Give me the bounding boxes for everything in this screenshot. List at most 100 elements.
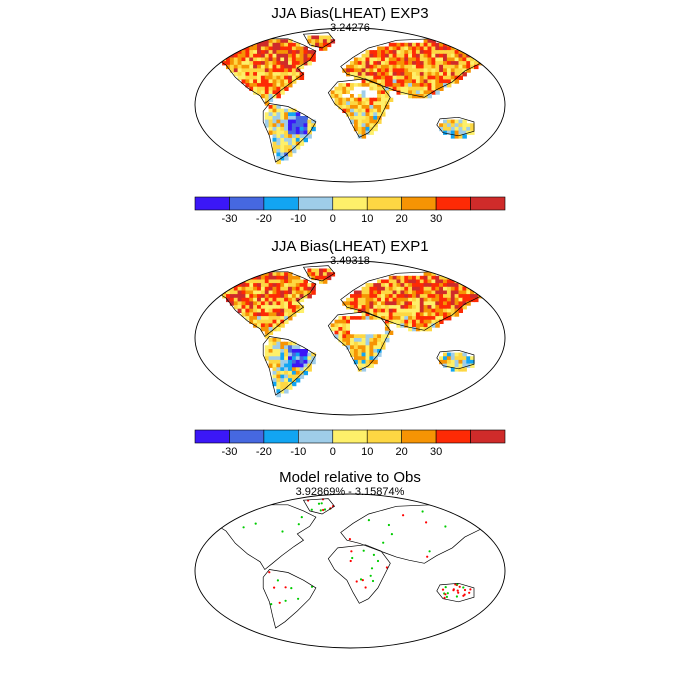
sig-point (455, 595, 458, 598)
colorbar-tick-label: 0 (330, 213, 336, 225)
sig-point (462, 594, 465, 597)
sig-point (268, 571, 271, 574)
sig-point (281, 530, 284, 533)
sig-point (284, 586, 287, 589)
sig-point (270, 603, 273, 606)
sig-point (350, 550, 353, 553)
panel-title: Model relative to Obs (279, 469, 421, 486)
sig-point (371, 579, 375, 583)
sig-point (290, 587, 293, 590)
colorbar-swatch (332, 196, 368, 211)
sig-point (370, 567, 374, 570)
sig-point (456, 589, 459, 592)
sig-point (468, 591, 471, 594)
sig-point (446, 592, 449, 595)
colorbar-swatch (401, 429, 437, 444)
colorbar-swatch (229, 429, 265, 444)
colorbar-swatch (263, 429, 299, 444)
colorbar-swatch (194, 196, 230, 211)
sig-point (425, 521, 428, 524)
colorbar-tick-label: 30 (430, 213, 442, 225)
colorbar: -30 -20 -10 0 10 20 30 (194, 429, 506, 458)
sig-point (254, 522, 257, 525)
sig-point (362, 549, 365, 552)
map-svg (194, 493, 506, 649)
map-panel-exp3: JJA Bias(LHEAT) EXP3 3.24276 -30 -20 -10 0 1… (0, 0, 700, 225)
colorbar-tick-label: -20 (256, 446, 272, 458)
sig-point (428, 550, 431, 553)
colorbar-swatch (435, 196, 471, 211)
sig-point (297, 523, 300, 526)
sig-point (361, 579, 364, 582)
sig-point (421, 510, 424, 513)
sig-point (273, 586, 276, 589)
sig-point (317, 502, 321, 505)
map-panel-exp1: JJA Bias(LHEAT) EXP1 3.49318 -30 -20 -10 0 1… (0, 233, 700, 458)
colorbar-swatch (435, 429, 471, 444)
sig-point (458, 585, 461, 588)
sig-point (297, 597, 300, 600)
sig-point (462, 586, 465, 589)
map-svg: -30 -20 -10 0 10 20 30 (194, 260, 506, 458)
sig-point (444, 586, 447, 589)
colorbar-swatch (332, 429, 368, 444)
colorbar-tick-label: -30 (221, 446, 237, 458)
colorbar: -30 -20 -10 0 10 20 30 (194, 196, 506, 225)
colorbar-swatch (194, 429, 230, 444)
sig-point (441, 588, 445, 591)
sig-point (300, 516, 303, 519)
sig-point (310, 585, 314, 588)
sig-point (278, 601, 281, 604)
sig-point (443, 596, 446, 599)
sig-point (348, 538, 351, 541)
colorbar-swatch (470, 429, 506, 444)
sig-point (364, 586, 367, 589)
sig-point (376, 559, 380, 563)
bias-field (214, 35, 491, 165)
colorbar-tick-label: 30 (430, 446, 442, 458)
map-border (194, 493, 506, 649)
sig-point (457, 591, 460, 594)
sig-point (355, 580, 358, 583)
sig-point (242, 526, 245, 529)
sig-point (387, 523, 390, 527)
colorbar-tick-label: -10 (290, 213, 306, 225)
map-border (194, 260, 506, 416)
sig-point (444, 525, 447, 528)
sig-point (402, 514, 405, 517)
sig-point (481, 513, 484, 517)
coastlines (213, 32, 490, 163)
colorbar-swatch (366, 196, 402, 211)
colorbar-swatch (263, 196, 299, 211)
colorbar-tick-label: 20 (396, 446, 408, 458)
sig-point (385, 566, 388, 569)
robinson-map (194, 27, 506, 183)
sig-point (445, 595, 448, 598)
sig-point (390, 533, 393, 536)
colorbar-tick-label: 10 (361, 213, 373, 225)
colorbar-tick-label: -30 (221, 213, 237, 225)
coastlines (213, 498, 490, 629)
bias-field (214, 268, 491, 398)
sig-point (369, 574, 372, 577)
colorbar-tick-label: 20 (396, 213, 408, 225)
colorbar-swatch (470, 196, 506, 211)
sig-point (276, 579, 279, 582)
coastlines (213, 265, 490, 396)
sig-point (452, 588, 455, 591)
colorbar-tick-label: 0 (330, 446, 336, 458)
sig-point (359, 578, 363, 581)
sig-point (372, 553, 375, 556)
colorbar-tick-label: -20 (256, 213, 272, 225)
sig-point (349, 559, 352, 563)
sig-point (244, 508, 247, 511)
sig-point (426, 555, 429, 558)
colorbar-swatch (401, 196, 437, 211)
sig-point (351, 556, 354, 560)
sig-point (310, 508, 313, 511)
sig-point (323, 508, 327, 511)
map-svg: -30 -20 -10 0 10 20 30 (194, 27, 506, 225)
sig-point (463, 588, 467, 592)
colorbar-tick-label: -10 (290, 446, 306, 458)
sig-point (320, 502, 323, 505)
